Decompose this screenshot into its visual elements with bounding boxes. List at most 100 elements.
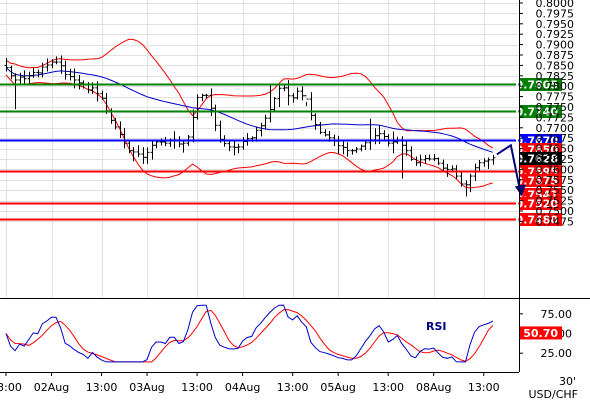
- price-bar: [145, 147, 150, 164]
- price-bar: [163, 136, 168, 147]
- level-price-box: 0.7805: [516, 78, 562, 92]
- price-tick-label: 0.7575: [536, 174, 575, 187]
- timeframe-label: 30': [559, 375, 576, 388]
- price-bar: [254, 127, 259, 142]
- price-bar: [464, 180, 469, 197]
- price-bar: [382, 130, 387, 141]
- price-tick-label: 0.7550: [536, 184, 575, 197]
- price-bar: [141, 147, 146, 164]
- svg-text:50.70: 50.70: [523, 327, 558, 340]
- price-bar: [18, 72, 23, 86]
- price-bar: [304, 95, 309, 107]
- rsi-tick-label: 75.00: [541, 308, 573, 321]
- price-bar: [350, 148, 355, 155]
- price-tick-label: 0.7775: [536, 91, 575, 104]
- time-tick-label: 13:00: [277, 381, 309, 394]
- price-tick-label: 0.7725: [536, 111, 575, 124]
- price-bar: [436, 157, 441, 166]
- rsi-line: [5, 304, 494, 363]
- price-bar: [441, 159, 446, 172]
- price-bar: [459, 172, 464, 187]
- price-tick-label: 0.7625: [536, 153, 575, 166]
- price-tick-label: 0.7800: [536, 80, 575, 93]
- price-tick-label: 0.7675: [536, 132, 575, 145]
- price-bar: [313, 113, 318, 130]
- price-bar: [54, 56, 59, 65]
- level-price-box: 0.7480: [516, 213, 562, 227]
- price-bar: [191, 109, 196, 143]
- symbol-label: USD/CHF: [529, 388, 579, 400]
- price-bar: [359, 144, 364, 152]
- price-bar: [45, 58, 50, 72]
- price-tick-label: 0.7975: [536, 7, 575, 20]
- price-bar: [241, 137, 246, 150]
- price-tick-label: 0.7875: [536, 49, 575, 62]
- price-bar: [277, 83, 282, 108]
- price-bar: [414, 156, 419, 166]
- price-bar: [232, 139, 237, 156]
- price-bar: [195, 94, 200, 120]
- price-bar: [363, 139, 368, 151]
- price-bar: [127, 140, 132, 154]
- price-bar: [50, 59, 55, 69]
- svg-text:0.7628: 0.7628: [516, 153, 558, 166]
- level-price-box: 0.7575: [516, 174, 562, 188]
- price-bar: [200, 93, 205, 102]
- price-bar: [309, 92, 314, 121]
- price-bar: [341, 141, 346, 155]
- price-bars: [4, 55, 496, 197]
- price-bar: [136, 145, 141, 158]
- price-bar: [345, 142, 350, 157]
- price-bar: [268, 84, 273, 123]
- svg-text:0.7740: 0.7740: [516, 106, 559, 119]
- price-tick-label: 0.7850: [536, 59, 575, 72]
- price-bar: [391, 131, 396, 154]
- price-bar: [272, 96, 277, 111]
- price-bar: [482, 158, 487, 167]
- price-tick-label: 0.7700: [536, 122, 575, 135]
- price-bar: [31, 67, 36, 78]
- time-tick-label: 05Aug: [320, 381, 355, 394]
- time-tick-label: 13:00: [181, 381, 213, 394]
- price-bar: [59, 55, 64, 74]
- price-bar: [236, 143, 241, 154]
- price-bar: [282, 84, 287, 92]
- price-bar: [40, 62, 45, 78]
- price-bar: [68, 68, 73, 81]
- time-tick-label: 08Aug: [416, 381, 451, 394]
- moving-average: [5, 67, 493, 153]
- price-tick-label: 0.7650: [536, 143, 575, 156]
- price-tick-label: 0.8000: [536, 0, 575, 10]
- price-bar: [418, 154, 423, 167]
- price-bar: [63, 60, 68, 80]
- price-bar: [113, 117, 118, 130]
- time-tick-label: 03Aug: [129, 381, 164, 394]
- price-tick-label: 0.7900: [536, 39, 575, 52]
- price-bar: [213, 104, 218, 132]
- price-bar: [77, 74, 82, 90]
- moving-average-line: [5, 67, 493, 153]
- price-bar: [204, 93, 209, 99]
- price-bar: [218, 120, 223, 143]
- price-bar: [445, 163, 450, 177]
- price-bar: [181, 139, 186, 153]
- price-bar: [423, 154, 428, 165]
- forecast-arrow-line: [496, 143, 522, 195]
- price-bar: [245, 133, 250, 146]
- price-tick-label: 0.7525: [536, 195, 575, 208]
- rsi-value-box: 50.70: [520, 326, 562, 340]
- price-bar: [13, 73, 18, 110]
- svg-text:0.7575: 0.7575: [516, 175, 558, 188]
- price-bar: [409, 146, 414, 161]
- price-bar: [22, 70, 27, 84]
- price-bar: [4, 57, 9, 72]
- price-bar: [131, 146, 136, 162]
- rsi-signal-line: [5, 309, 494, 363]
- price-bar: [323, 129, 328, 137]
- level-price-box: 0.7740: [516, 105, 562, 119]
- level-price-box: 0.7628: [516, 152, 562, 166]
- svg-text:0.7520: 0.7520: [516, 198, 559, 211]
- price-bar: [36, 69, 41, 78]
- price-bar: [259, 122, 264, 137]
